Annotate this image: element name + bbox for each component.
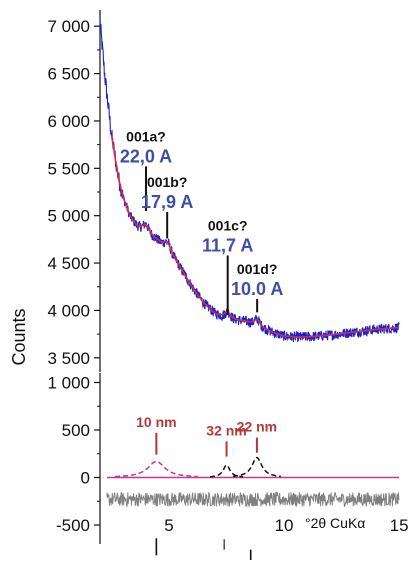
y-axis-title: Counts bbox=[9, 308, 29, 365]
top-y-tick-label: 6 000 bbox=[47, 112, 90, 131]
x-tick-label: 15 bbox=[390, 516, 409, 535]
fitted-pattern-line bbox=[110, 135, 400, 338]
peak-name-label: 001b? bbox=[147, 174, 187, 190]
top-y-tick-label: 5 500 bbox=[47, 159, 90, 178]
crystallite-size-label: 22 nm bbox=[237, 419, 277, 435]
peak-d-spacing-label: 10.0 A bbox=[231, 279, 283, 299]
bottom-y-tick-label: -500 bbox=[56, 516, 90, 535]
size-peak-profile bbox=[114, 460, 198, 478]
peak-d-spacing-label: 22,0 A bbox=[120, 146, 172, 166]
crystallite-size-label: 10 nm bbox=[136, 414, 176, 430]
observed-pattern-line bbox=[99, 18, 400, 343]
bottom-y-tick-label: 0 bbox=[81, 469, 90, 488]
bottom-y-tick-label: 1 000 bbox=[47, 374, 90, 393]
top-y-tick-label: 3 500 bbox=[47, 349, 90, 368]
top-y-tick-label: 4 000 bbox=[47, 301, 90, 320]
peak-d-spacing-label: 17,9 A bbox=[141, 192, 193, 212]
size-peak-profile bbox=[233, 456, 281, 478]
peak-name-label: 001a? bbox=[126, 128, 166, 144]
top-y-tick-label: 5 000 bbox=[47, 207, 90, 226]
peak-name-label: 001c? bbox=[208, 217, 248, 233]
x-tick-label: 5 bbox=[164, 516, 173, 535]
top-y-tick-label: 7 000 bbox=[47, 17, 90, 36]
crystallite-size-label: 32 nm bbox=[206, 422, 246, 438]
x-tick-label: 10 bbox=[275, 516, 294, 535]
top-y-tick-label: 4 500 bbox=[47, 254, 90, 273]
size-peak-profile bbox=[209, 464, 244, 478]
peak-d-spacing-label: 11,7 A bbox=[202, 235, 253, 255]
residual-line bbox=[106, 491, 400, 508]
top-y-tick-label: 6 500 bbox=[47, 65, 90, 84]
peak-name-label: 001d? bbox=[237, 261, 277, 277]
top-panel: 3 500 4 000 4 500 5 000 5 500 6 000 6 500 7 000… bbox=[47, 10, 400, 372]
bottom-y-tick-label: 500 bbox=[62, 421, 90, 440]
x-axis-title: °2θ CuKα bbox=[305, 515, 365, 531]
